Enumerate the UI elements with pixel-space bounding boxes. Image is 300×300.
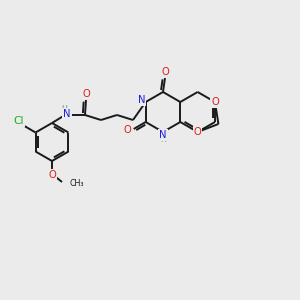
Text: N: N xyxy=(138,95,146,105)
Text: H: H xyxy=(61,106,67,115)
Text: O: O xyxy=(124,125,132,135)
Text: O: O xyxy=(48,170,56,180)
Text: O: O xyxy=(194,127,202,137)
Text: O: O xyxy=(211,97,219,107)
Text: N: N xyxy=(63,109,71,119)
Text: Cl: Cl xyxy=(13,116,24,127)
Text: O: O xyxy=(82,89,90,99)
Text: CH₃: CH₃ xyxy=(69,179,83,188)
Text: N: N xyxy=(159,130,167,140)
Text: O: O xyxy=(161,67,169,77)
Text: H: H xyxy=(160,136,166,145)
